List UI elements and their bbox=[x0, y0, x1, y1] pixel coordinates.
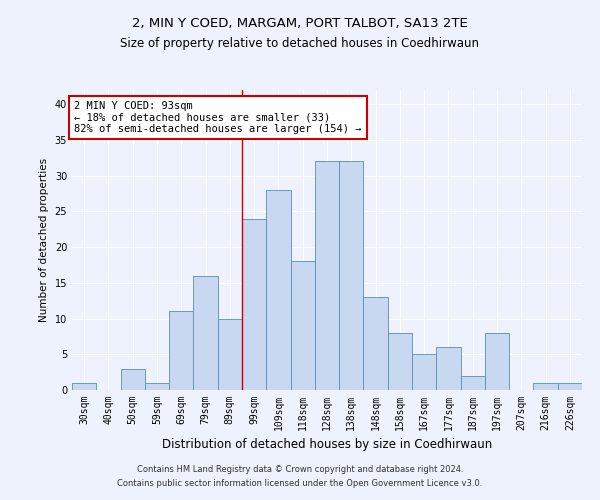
Bar bbox=[242, 218, 266, 390]
Bar bbox=[218, 318, 242, 390]
Bar bbox=[364, 297, 388, 390]
Text: 2 MIN Y COED: 93sqm
← 18% of detached houses are smaller (33)
82% of semi-detach: 2 MIN Y COED: 93sqm ← 18% of detached ho… bbox=[74, 100, 362, 134]
Bar bbox=[533, 383, 558, 390]
Bar bbox=[388, 333, 412, 390]
X-axis label: Distribution of detached houses by size in Coedhirwaun: Distribution of detached houses by size … bbox=[162, 438, 492, 452]
Bar bbox=[412, 354, 436, 390]
Bar bbox=[169, 312, 193, 390]
Bar bbox=[436, 347, 461, 390]
Bar bbox=[558, 383, 582, 390]
Text: Size of property relative to detached houses in Coedhirwaun: Size of property relative to detached ho… bbox=[121, 38, 479, 51]
Bar bbox=[461, 376, 485, 390]
Bar bbox=[72, 383, 96, 390]
Bar bbox=[339, 162, 364, 390]
Bar bbox=[193, 276, 218, 390]
Y-axis label: Number of detached properties: Number of detached properties bbox=[39, 158, 49, 322]
Bar bbox=[315, 162, 339, 390]
Bar bbox=[485, 333, 509, 390]
Bar bbox=[290, 262, 315, 390]
Bar bbox=[266, 190, 290, 390]
Bar bbox=[145, 383, 169, 390]
Bar bbox=[121, 368, 145, 390]
Text: Contains HM Land Registry data © Crown copyright and database right 2024.
Contai: Contains HM Land Registry data © Crown c… bbox=[118, 466, 482, 487]
Text: 2, MIN Y COED, MARGAM, PORT TALBOT, SA13 2TE: 2, MIN Y COED, MARGAM, PORT TALBOT, SA13… bbox=[132, 18, 468, 30]
